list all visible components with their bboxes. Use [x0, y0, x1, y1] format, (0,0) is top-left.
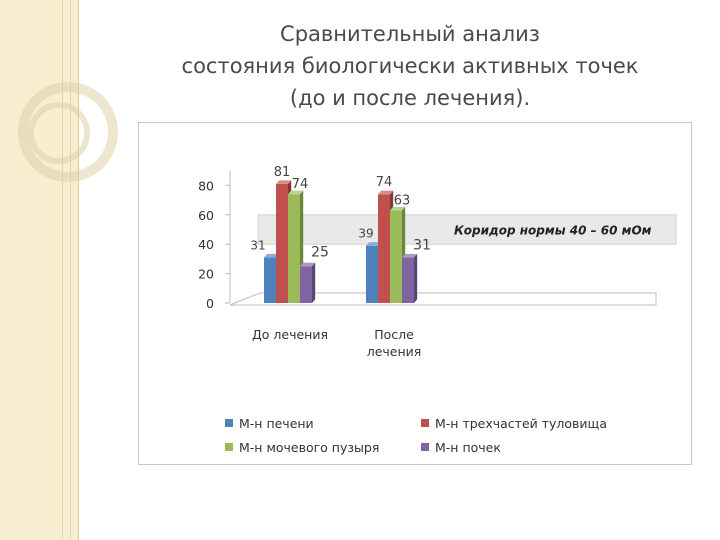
y-tick-label: 20: [198, 267, 214, 282]
data-label: 81: [274, 165, 291, 180]
bar-top: [264, 253, 280, 258]
bar-top: [378, 190, 394, 195]
legend-swatch: [225, 443, 233, 451]
norm-corridor-label: Коридор нормы 40 – 60 мОм: [454, 224, 652, 238]
legend-label: М-н печени: [239, 415, 314, 431]
data-label: 74: [376, 175, 393, 190]
legend-swatch: [421, 419, 429, 427]
bar: [300, 262, 316, 303]
bar-front: [378, 194, 390, 303]
legend-item: М-н печени: [225, 414, 314, 432]
bar-top: [390, 206, 406, 211]
title-line-3: (до и после лечения).: [289, 86, 531, 110]
bar-side: [312, 262, 316, 303]
legend-swatch: [225, 419, 233, 427]
bar-front: [390, 210, 402, 303]
data-label: 74: [292, 177, 309, 192]
x-category-label: После: [374, 327, 414, 342]
decorative-ring: [18, 82, 118, 182]
legend-item: М-н мочевого пузыря: [225, 438, 379, 456]
legend-label: М-н трехчастей туловища: [435, 415, 607, 431]
data-label: 31: [250, 238, 265, 252]
legend-label: М-н почек: [435, 439, 501, 455]
bar-front: [402, 257, 414, 303]
bar-front: [300, 266, 312, 303]
bar-front: [366, 245, 378, 303]
data-label: 25: [311, 244, 329, 260]
bar: [288, 190, 304, 303]
y-tick-label: 80: [198, 178, 214, 193]
chart-floor: [229, 292, 657, 306]
data-label: 63: [394, 193, 411, 208]
bar-top: [300, 262, 316, 267]
bar-top: [366, 242, 382, 246]
decorative-ring: [28, 102, 90, 164]
chart-legend: М-н печени М-н трехчастей туловища М-н моч…: [225, 410, 685, 460]
bar-front: [264, 257, 276, 303]
legend-label: М-н мочевого пузыря: [239, 439, 380, 455]
legend-item: М-н почек: [421, 438, 501, 456]
bar: [402, 253, 418, 303]
y-tick-label: 0: [206, 296, 214, 311]
slide-title: Сравнительный анализ состояния биологиче…: [100, 18, 720, 114]
data-label: 39: [358, 227, 373, 241]
y-tick-label: 40: [198, 237, 214, 252]
norm-corridor-band: [257, 214, 677, 245]
y-tick-label: 60: [198, 208, 214, 223]
bar-top: [276, 180, 292, 184]
legend-item: М-н трехчастей туловища: [421, 414, 607, 432]
bar-top: [402, 253, 418, 258]
bar-front: [276, 183, 288, 303]
x-category-label: До лечения: [252, 327, 328, 342]
title-line-1: Сравнительный анализ: [280, 22, 540, 46]
data-label: 31: [413, 237, 431, 253]
decorative-line: [62, 0, 63, 540]
x-category-label: лечения: [367, 344, 422, 359]
bar-front: [288, 194, 300, 303]
title-line-2: состояния биологически активных точек: [181, 54, 639, 78]
decorative-line: [70, 0, 71, 540]
bar-top: [288, 190, 304, 195]
legend-swatch: [421, 443, 429, 451]
bar-side: [414, 253, 418, 303]
